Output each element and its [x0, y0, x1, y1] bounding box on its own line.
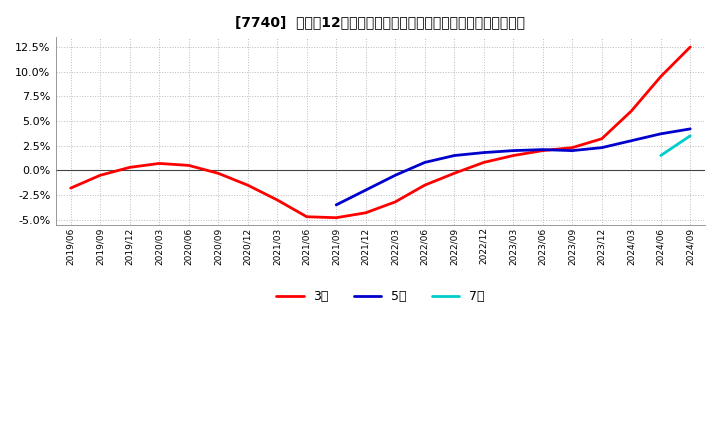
3年: [125, 165, 134, 170]
5年: [568, 148, 577, 153]
3年: [509, 153, 518, 158]
3年: [627, 109, 636, 114]
3年: [568, 145, 577, 150]
5年: [480, 150, 488, 155]
3年: [332, 215, 341, 220]
5年: [509, 148, 518, 153]
3年: [480, 160, 488, 165]
3年: [539, 148, 547, 153]
3年: [96, 172, 104, 178]
3年: [66, 186, 75, 191]
3年: [302, 214, 311, 220]
Line: 5年: 5年: [336, 129, 690, 205]
3年: [155, 161, 163, 166]
5年: [361, 187, 370, 193]
5年: [332, 202, 341, 208]
5年: [657, 131, 665, 136]
5年: [391, 172, 400, 178]
3年: [657, 74, 665, 79]
Line: 3年: 3年: [71, 47, 690, 218]
3年: [214, 171, 222, 176]
5年: [420, 160, 429, 165]
7年: [686, 133, 695, 139]
3年: [184, 163, 193, 168]
3年: [450, 171, 459, 176]
5年: [539, 147, 547, 152]
3年: [420, 183, 429, 188]
5年: [450, 153, 459, 158]
Title: [7740]  売上高12か月移動合計の対前年同期増減率の平均値の推移: [7740] 売上高12か月移動合計の対前年同期増減率の平均値の推移: [235, 15, 526, 29]
3年: [391, 199, 400, 205]
3年: [598, 136, 606, 141]
3年: [243, 183, 252, 188]
Line: 7年: 7年: [661, 136, 690, 156]
3年: [686, 44, 695, 50]
5年: [686, 126, 695, 132]
5年: [598, 145, 606, 150]
Legend: 3年, 5年, 7年: 3年, 5年, 7年: [271, 286, 490, 308]
7年: [657, 153, 665, 158]
3年: [361, 210, 370, 216]
5年: [627, 138, 636, 143]
3年: [273, 197, 282, 202]
